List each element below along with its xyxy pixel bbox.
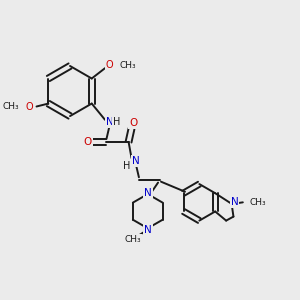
Text: N: N [231,197,239,207]
Text: CH₃: CH₃ [124,235,141,244]
Text: CH₃: CH₃ [249,198,266,207]
Text: N: N [144,225,152,235]
Text: O: O [129,118,137,128]
Text: O: O [106,60,113,70]
Text: CH₃: CH₃ [119,61,136,70]
Text: N: N [144,188,152,198]
Text: N: N [132,156,140,166]
Text: H: H [113,117,121,127]
Text: O: O [25,101,33,112]
Text: N: N [106,117,113,127]
Text: H: H [123,161,131,171]
Text: O: O [84,137,92,147]
Text: CH₃: CH₃ [2,102,19,111]
